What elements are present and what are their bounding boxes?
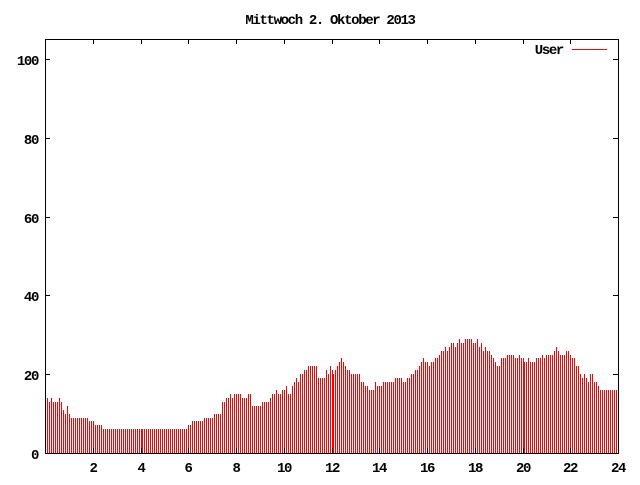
svg-text:10: 10 xyxy=(277,461,292,477)
svg-text:6: 6 xyxy=(184,461,192,477)
svg-text:4: 4 xyxy=(137,461,145,477)
svg-text:40: 40 xyxy=(24,290,39,306)
svg-text:60: 60 xyxy=(24,212,39,228)
svg-text:12: 12 xyxy=(325,461,340,477)
svg-text:User: User xyxy=(535,43,564,59)
svg-text:16: 16 xyxy=(420,461,435,477)
svg-text:0: 0 xyxy=(31,448,39,464)
svg-text:100: 100 xyxy=(17,54,39,70)
svg-text:18: 18 xyxy=(468,461,483,477)
svg-text:2: 2 xyxy=(89,461,97,477)
svg-text:22: 22 xyxy=(563,461,578,477)
svg-text:14: 14 xyxy=(372,461,387,477)
svg-text:8: 8 xyxy=(232,461,240,477)
svg-text:80: 80 xyxy=(24,133,39,149)
svg-text:24: 24 xyxy=(611,461,626,477)
svg-text:20: 20 xyxy=(24,369,39,385)
svg-text:20: 20 xyxy=(516,461,531,477)
svg-text:Mittwoch 2. Oktober 2013: Mittwoch 2. Oktober 2013 xyxy=(245,13,415,29)
